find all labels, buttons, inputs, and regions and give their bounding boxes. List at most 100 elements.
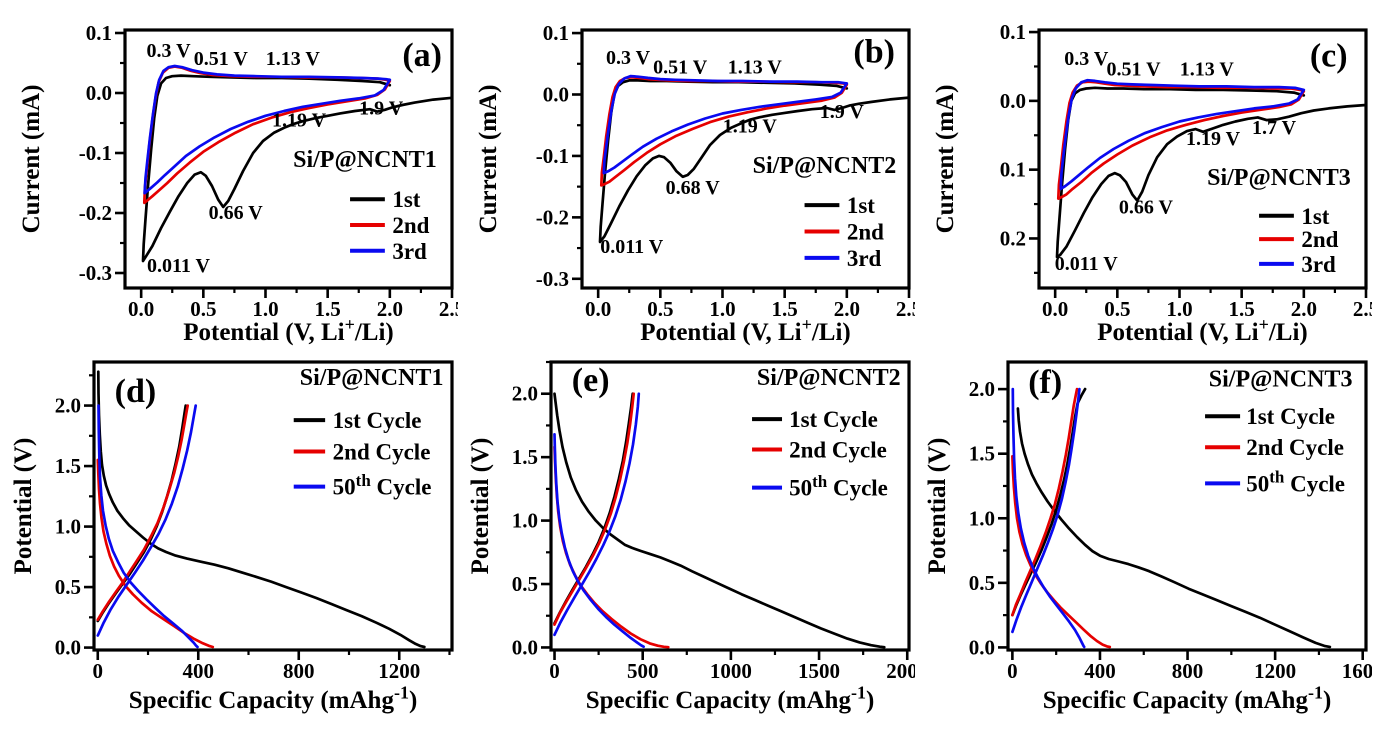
- x-tick-label: 1200: [378, 659, 420, 683]
- x-tick-label: 0.5: [1104, 297, 1130, 321]
- panel-letter: (f): [1028, 364, 1062, 401]
- panel-letter: (e): [572, 362, 610, 399]
- series-e-2nd-charge: [553, 392, 636, 626]
- peak-annotation: 1.13 V: [1180, 58, 1235, 80]
- series-group: [553, 392, 886, 649]
- y-axis-label: Current (mA): [475, 85, 502, 234]
- series-d-50th-discharge: [97, 404, 199, 649]
- legend-label: 2nd: [392, 213, 429, 238]
- y-tick-label: 1.5: [55, 454, 81, 478]
- series-group: [1011, 387, 1332, 649]
- y-tick-label: -0.3: [536, 267, 569, 291]
- y-axis-label: Current (mA): [18, 85, 45, 234]
- peak-annotation: 0.66 V: [209, 202, 264, 224]
- sample-title: Si/P@NCNT2: [753, 153, 897, 179]
- x-axis-label: Potential (V, Li+/Li): [1097, 315, 1308, 347]
- panel-letter: (b): [853, 34, 895, 71]
- peak-annotation: 0.3 V: [146, 40, 191, 62]
- peak-annotation: 0.011 V: [147, 255, 211, 277]
- peak-annotation: 0.51 V: [653, 57, 708, 79]
- legend-label: 1st: [847, 193, 875, 218]
- legend-label: 50th Cycle: [789, 472, 888, 501]
- legend-label: 1st Cycle: [333, 408, 422, 433]
- y-tick-label: 0.0: [969, 635, 995, 659]
- series-group: [598, 74, 909, 244]
- y-tick-label: -0.2: [79, 201, 112, 225]
- plot-box: [580, 28, 911, 290]
- legend-label: 2nd Cycle: [333, 440, 431, 465]
- legend-label: 2nd: [847, 219, 884, 244]
- peak-annotation: 0.011 V: [600, 236, 664, 258]
- x-tick-label: 0: [93, 659, 104, 683]
- x-tick-label: 1.5: [315, 297, 341, 321]
- x-tick-label: 0: [1007, 659, 1018, 683]
- series-b-1st: [598, 79, 909, 244]
- x-tick-label: 2.0: [377, 297, 403, 321]
- legend-label: 3rd: [392, 239, 427, 264]
- peak-annotation: 0.51 V: [1106, 58, 1161, 80]
- peak-annotation: 0.51 V: [194, 48, 249, 70]
- y-tick-label: 1.0: [969, 506, 995, 530]
- series-d-2nd-charge: [96, 404, 190, 622]
- series-a-3rd: [143, 64, 392, 195]
- x-tick-label: 1200: [1254, 659, 1296, 683]
- x-axis-label: Potential (V, Li+/Li): [640, 315, 851, 347]
- x-tick-label: 2.5: [896, 297, 915, 321]
- y-tick-label: -0.3: [79, 261, 112, 285]
- legend-label: 3rd: [847, 246, 882, 271]
- x-axis-label: Potential (V, Li+/Li): [183, 315, 394, 347]
- peak-annotation: 1.9 V: [359, 98, 404, 120]
- series-d-1st-charge: [96, 404, 188, 623]
- sample-title: Si/P@NCNT3: [1207, 165, 1351, 191]
- chart-svg-c: 0.0 0.5 1.0 1.5 2.0 2.5 0.1 0.0 0.1 0.2 Potential …: [932, 20, 1372, 347]
- peak-annotation: 0.011 V: [1055, 253, 1119, 275]
- series-group: [141, 64, 452, 263]
- legend-label: 1st: [392, 187, 420, 212]
- x-axis-label: Specific Capacity (mAhg-1): [129, 683, 418, 715]
- peak-annotation: 1.7 V: [1252, 117, 1297, 139]
- x-tick-label: 0.0: [128, 297, 154, 321]
- plot-box: [123, 28, 454, 290]
- x-tick-label: 0: [549, 659, 560, 683]
- x-tick-label: 1.0: [252, 297, 278, 321]
- y-tick-label: 0.5: [969, 571, 995, 595]
- x-tick-label: 0.0: [585, 297, 611, 321]
- x-tick-label: 1500: [798, 659, 840, 683]
- x-tick-label: 500: [627, 659, 659, 683]
- y-tick-label: -0.2: [536, 205, 569, 229]
- series-f-1st-discharge: [1016, 407, 1332, 649]
- y-axis-label: Potential (V): [467, 438, 494, 575]
- y-tick-label: 1.5: [512, 445, 538, 469]
- panel-b-cv-ncnt2: 0.0 0.5 1.0 1.5 2.0 2.5 0.1 0.0 -0.1 -0.2 -0.3 Pote…: [458, 0, 915, 348]
- series-e-50th-discharge: [553, 432, 645, 649]
- series-d-1st-discharge: [96, 370, 426, 649]
- peak-annotation: 1.13 V: [266, 48, 321, 70]
- x-axis-label: Specific Capacity (mAhg-1): [1043, 683, 1332, 715]
- x-tick-label: 1.5: [1229, 297, 1255, 321]
- y-tick-label: 0.0: [1000, 89, 1026, 113]
- sample-title: Si/P@NCNT1: [293, 147, 437, 173]
- panel-a-cv-ncnt1: 0.0 0.5 1.0 1.5 2.0 2.5 0.1 0.0 -0.1 -0.2 -0.3 Pote…: [1, 0, 458, 348]
- x-tick-label: 0.0: [1042, 297, 1068, 321]
- panel-d-capacity-ncnt1: 0 400 800 1200 0.0 0.5 1.0 1.5 2.0 Specific Capac…: [1, 348, 458, 732]
- legend-label: 50th Cycle: [333, 471, 432, 500]
- peak-annotation: 1.19 V: [1186, 128, 1241, 150]
- y-tick-label: 0.0: [55, 636, 81, 660]
- plot-box: [1037, 28, 1368, 290]
- series-b-3rd: [602, 74, 849, 175]
- x-axis-label: Specific Capacity (mAhg-1): [586, 683, 875, 715]
- y-tick-label: 0.0: [512, 635, 538, 659]
- legend-label: 2nd Cycle: [1246, 435, 1344, 460]
- peak-annotation: 1.19 V: [723, 116, 778, 138]
- y-tick-label: 2.0: [969, 377, 995, 401]
- chart-svg-d: 0 400 800 1200 0.0 0.5 1.0 1.5 2.0 Specific Capac…: [10, 360, 454, 715]
- series-group: [1055, 78, 1366, 259]
- x-tick-label: 2.0: [834, 297, 860, 321]
- panel-c-cv-ncnt3: 0.0 0.5 1.0 1.5 2.0 2.5 0.1 0.0 0.1 0.2 Potential …: [915, 0, 1372, 348]
- series-d-50th-charge: [96, 404, 198, 637]
- x-tick-label: 400: [183, 659, 215, 683]
- x-tick-label: 0.5: [647, 297, 673, 321]
- series-c-1st: [1055, 86, 1366, 259]
